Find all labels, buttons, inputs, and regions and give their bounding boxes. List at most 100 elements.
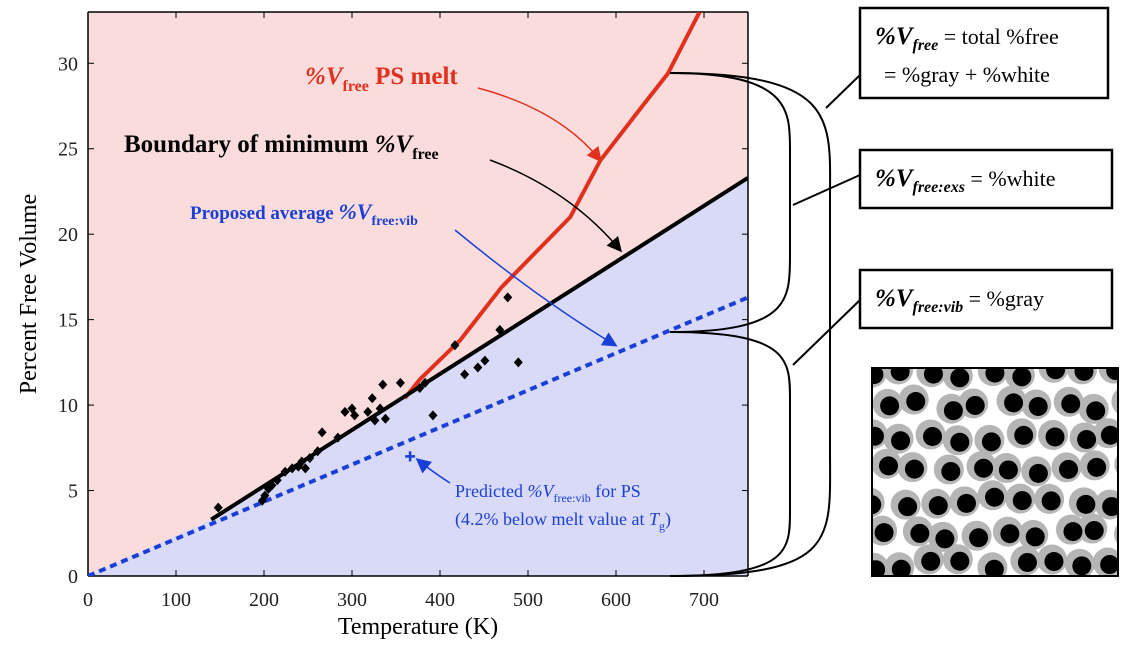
data-point [297,456,307,467]
particle [1028,397,1048,417]
x-tick-label: 400 [425,589,455,611]
data-point [317,427,327,438]
illustration-frame [871,367,1119,577]
particle [1045,427,1065,447]
particle [1061,394,1081,414]
y-tick-label: 25 [58,139,78,161]
particle [1076,494,1096,514]
y-tick-label: 20 [58,224,78,246]
x-tick-label: 700 [689,589,719,611]
particle [1072,556,1092,576]
y-tick-label: 15 [58,310,78,332]
particle [981,432,1001,452]
particle [984,559,1004,576]
particle [1119,394,1130,413]
particle [891,431,911,451]
predicted-label: (4.2% below melt value at Tg) [455,509,671,533]
box-text: %Vfree:exs = %white [875,165,1056,196]
particle [1017,552,1037,572]
particle [898,497,918,517]
data-point [350,410,360,421]
particle [1046,368,1066,380]
particle [985,368,1005,383]
particle [1063,522,1083,542]
y-tick-label: 0 [68,566,78,588]
data-point [460,369,470,380]
brace-line [792,174,861,206]
particle [1044,552,1064,572]
illustration [872,368,1130,576]
particle [1004,393,1024,413]
particle [921,551,941,571]
particle [1086,401,1106,421]
box-text: %Vfree:vib = %gray [875,285,1044,316]
y-tick-label: 5 [68,481,78,503]
data-point [420,377,430,388]
halo [1111,388,1118,414]
particle [1100,555,1118,575]
particle [1100,425,1118,445]
data-point [375,403,385,414]
data-point [363,406,373,417]
arrow [415,458,451,484]
y-axis-label: Percent Free Volume [16,194,42,394]
particle [880,396,900,416]
data-point [313,446,323,457]
x-axis-label: Temperature (K) [338,614,498,640]
data-point [280,466,290,477]
particle [910,523,930,543]
y-tick-label: 10 [58,395,78,417]
x-tick-label: 0 [83,589,93,611]
particle [904,459,924,479]
particle [928,496,948,516]
brace [669,72,791,333]
line [403,12,702,400]
particle [1012,368,1032,387]
particle [1084,521,1104,541]
data-point [428,410,438,421]
brace [669,331,791,577]
region-below [88,177,748,576]
melt-label: %Vfree PS melt [305,63,458,95]
particle [941,461,961,481]
particle [1041,491,1061,511]
legend-box [858,148,1114,210]
data-point [378,379,388,390]
data-point [495,324,505,335]
data-point [267,480,277,491]
particle [879,456,899,476]
particle [872,426,884,446]
x-tick-label: 100 [161,589,191,611]
data-point [380,413,390,424]
particle [890,368,910,381]
data-point [503,292,513,303]
particle [950,432,970,452]
y-tick-label: 30 [58,53,78,75]
particle [1000,524,1020,544]
particle [1059,459,1079,479]
x-tick-label: 300 [337,589,367,611]
particle [956,493,976,513]
proposed-label: Proposed average %Vfree:vib [190,199,418,229]
data-point [260,490,270,501]
data-point [395,377,405,388]
arrow [477,87,602,163]
data-point [305,453,315,464]
particle [974,458,994,478]
brace [669,72,832,577]
series-group [88,12,748,576]
data-point [513,357,523,368]
arrow [489,159,622,253]
particle [950,551,970,571]
particle [950,368,970,388]
data-point [300,463,310,474]
arrow [454,229,618,347]
particle [1028,463,1048,483]
particle [923,368,943,384]
particle [1122,457,1130,476]
particle [965,395,985,415]
particle [969,528,989,548]
data-point [367,393,377,404]
particle [872,560,886,576]
x-tick-label: 200 [249,589,279,611]
